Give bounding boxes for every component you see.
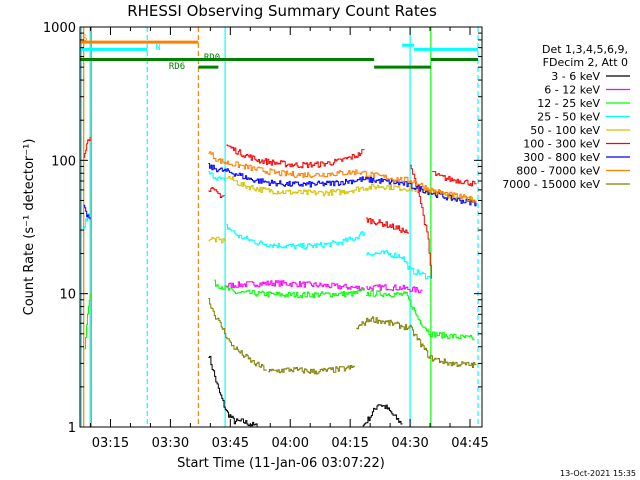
series-0 — [208, 355, 403, 428]
series-3-segment-3 — [366, 250, 431, 280]
series-8-segment-0 — [208, 298, 267, 371]
series-4-segment-0 — [208, 236, 225, 244]
series-5-segment-2 — [226, 144, 365, 169]
series-5 — [83, 136, 477, 279]
series-0-segment-1 — [362, 404, 403, 428]
series-1-segment-0 — [226, 280, 365, 292]
x-tick-label-6: 04:45 — [451, 436, 488, 451]
y-axis: 1 10 100 1000 — [43, 21, 482, 436]
series-7-segment-0 — [208, 151, 477, 204]
series-7 — [208, 151, 477, 204]
x-tick-label-0: 03:15 — [92, 436, 129, 451]
series-6-segment-0 — [83, 204, 91, 220]
series-5-segment-3 — [366, 217, 409, 234]
flag-label-1: N — [155, 43, 160, 53]
series-3-segment-0 — [83, 213, 91, 230]
legend-label-8: 7000 - 15000 keV — [502, 178, 600, 191]
x-axis: 03:15 03:30 03:45 04:00 04:15 04:30 04:45 — [90, 27, 489, 451]
legend-label-1: 6 - 12 keV — [544, 84, 600, 97]
series-2-segment-0 — [84, 293, 91, 350]
x-tick-label-3: 04:00 — [272, 436, 309, 451]
series-6-segment-1 — [208, 163, 477, 207]
series-5-segment-0 — [83, 136, 91, 158]
series-3-segment-1 — [208, 170, 225, 181]
legend-label-3: 25 - 50 keV — [537, 111, 600, 124]
legend-header-0: Det 1,3,4,5,6,9, — [542, 43, 628, 56]
series-1-segment-1 — [366, 284, 423, 294]
plot-area: S N RD0 RD6 — [80, 27, 479, 428]
footer-date: 13-Oct-2021 15:35 — [560, 469, 636, 478]
series-5-segment-4 — [410, 164, 432, 279]
flag-label-4: RD6 — [169, 62, 185, 72]
x-tick-label-4: 04:15 — [331, 436, 368, 451]
series-2-segment-1 — [214, 279, 365, 299]
legend-header-1: FDecim 2, Att 0 — [543, 56, 628, 69]
legend-label-4: 50 - 100 keV — [530, 124, 600, 137]
chart-title: RHESSI Observing Summary Count Rates — [127, 2, 437, 20]
series-8-segment-1 — [268, 365, 355, 375]
series-2-segment-2 — [366, 290, 475, 341]
flag-label-3: RD0 — [204, 53, 220, 63]
legend-label-7: 800 - 7000 keV — [516, 165, 600, 178]
series-0-segment-0 — [208, 355, 259, 428]
plot-frame — [79, 26, 483, 428]
series-2 — [84, 279, 475, 350]
x-tick-label-5: 04:30 — [391, 436, 428, 451]
x-tick-label-1: 03:30 — [152, 436, 189, 451]
y-tick-label-3: 1000 — [43, 21, 76, 36]
series-1 — [226, 280, 423, 294]
series-3 — [83, 170, 431, 280]
series-8 — [208, 298, 477, 375]
legend-label-0: 3 - 6 keV — [551, 70, 600, 83]
series-3-segment-2 — [226, 223, 365, 250]
legend: Det 1,3,4,5,6,9,FDecim 2, Att 03 - 6 keV… — [502, 43, 630, 191]
x-tick-label-2: 03:45 — [212, 436, 249, 451]
flag-label-0: S — [82, 34, 87, 44]
legend-label-6: 300 - 800 keV — [523, 151, 600, 164]
series-5-segment-5 — [432, 171, 477, 187]
x-axis-label: Start Time (11-Jan-06 03:07:22) — [177, 456, 385, 471]
legend-label-2: 12 - 25 keV — [537, 97, 600, 110]
series-5-segment-1 — [208, 187, 225, 198]
series-8-segment-2 — [356, 316, 477, 368]
series-4 — [208, 175, 477, 244]
y-tick-label-1: 10 — [59, 288, 76, 303]
legend-label-5: 100 - 300 keV — [523, 138, 600, 151]
y-tick-label-2: 100 — [51, 154, 76, 169]
y-tick-label-0: 1 — [68, 421, 76, 436]
y-axis-label: Count Rate (s⁻¹ detector⁻¹) — [22, 139, 37, 316]
